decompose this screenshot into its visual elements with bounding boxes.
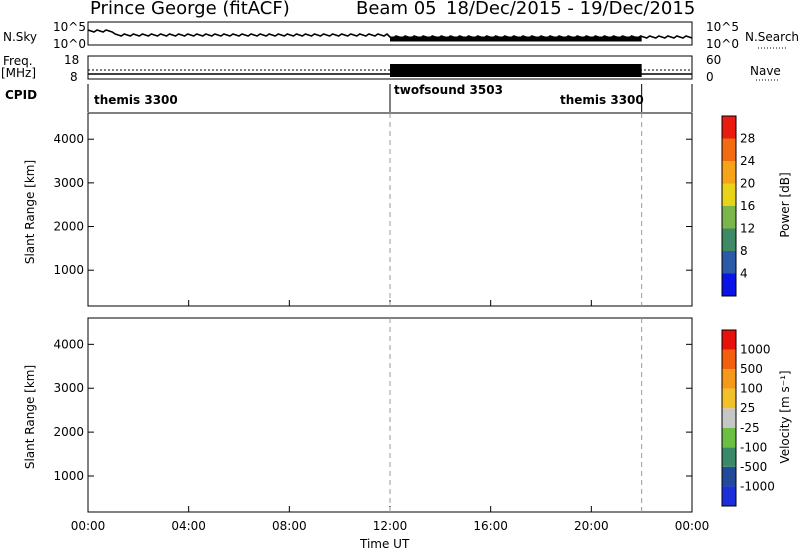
date-range: 18/Dec/2015 - 19/Dec/2015 (446, 0, 696, 19)
time-tick-label: 08:00 (272, 519, 307, 533)
beam-label: Beam 05 (356, 0, 437, 19)
velocity-colorbar-cell (722, 369, 736, 389)
velocity-colorbar-tick: -100 (740, 440, 767, 454)
velocity-panel-frame (87, 317, 693, 513)
power-ytick-label: 1000 (53, 263, 84, 277)
power-colorbar-cell (722, 116, 736, 139)
noise-left-tick-top: 10^5 (53, 20, 86, 34)
velocity-colorbar-cell (722, 427, 736, 448)
velocity-colorbar-tick: 500 (740, 362, 763, 376)
freq-left-tick-bottom: 8 (70, 70, 78, 84)
power-colorbar-tick: 28 (740, 132, 755, 146)
power-panel-frame (87, 112, 693, 307)
power-ylabel: Slant Range [km] (23, 159, 37, 265)
velocity-colorbar-frame (721, 329, 737, 507)
cpid-segment-1: themis 3300 (94, 93, 178, 107)
velocity-colorbar-tick: 100 (740, 382, 763, 396)
time-tick-label: 12:00 (373, 519, 408, 533)
cpid-label: CPID (5, 88, 38, 102)
velocity-colorbar-tick: 25 (740, 401, 755, 415)
power-colorbar-tick: 8 (740, 244, 748, 258)
power-colorbar-cell (722, 273, 736, 296)
power-colorbar-cell (722, 206, 736, 229)
velocity-colorbar-tick: -25 (740, 421, 760, 435)
velocity-ylabel: Slant Range [km] (23, 364, 37, 470)
velocity-ytick-label: 1000 (53, 469, 84, 483)
velocity-colorbar-cell (722, 349, 736, 370)
power-ytick-label: 2000 (53, 220, 84, 234)
power-ytick-label: 3000 (53, 176, 84, 190)
velocity-colorbar-tick: -500 (740, 460, 767, 474)
power-colorbar-cell (722, 138, 736, 161)
time-tick-label: 00:00 (71, 519, 106, 533)
power-colorbar-cell (722, 183, 736, 206)
time-tick-label: 16:00 (473, 519, 508, 533)
frequency-panel-frame (87, 55, 693, 80)
velocity-ytick-label: 2000 (53, 425, 84, 439)
velocity-colorbar-tick: -1000 (740, 479, 775, 493)
power-colorbar-tick: 12 (740, 222, 755, 236)
station-title: Prince George (fitACF) (90, 0, 290, 19)
noise-left-tick-bottom: 10^0 (53, 37, 86, 51)
power-colorbar-cell (722, 251, 736, 274)
noise-right-tick-bottom: 10^0 (706, 37, 739, 51)
power-colorbar-tick: 4 (740, 267, 748, 281)
freq-unit-label: [MHz] (1, 66, 37, 80)
freq-label: Freq. (3, 54, 33, 68)
time-tick-label: 20:00 (574, 519, 609, 533)
nsearch-label: N.Search (745, 30, 800, 44)
nave-label: Nave (750, 64, 781, 78)
velocity-colorbar-tick: 1000 (740, 343, 771, 357)
freq-dense-band (390, 64, 642, 77)
velocity-colorbar-cell (722, 466, 736, 487)
nsky-label: N.Sky (3, 30, 38, 44)
power-colorbar-cell (722, 228, 736, 251)
velocity-ytick-label: 3000 (53, 381, 84, 395)
time-tick-label: 04:00 (171, 519, 206, 533)
velocity-colorbar-cell (722, 388, 736, 409)
power-colorbar-tick: 24 (740, 154, 755, 168)
velocity-colorbar-label: Velocity [m s⁻¹] (778, 370, 792, 464)
velocity-colorbar-cell (722, 408, 736, 428)
velocity-colorbar-cell (722, 447, 736, 467)
freq-right-tick-top: 60 (706, 53, 722, 67)
power-colorbar-frame (721, 115, 737, 297)
cpid-segment-2: twofsound 3503 (394, 83, 503, 97)
noise-right-tick-top: 10^5 (706, 20, 739, 34)
power-colorbar-cell (722, 161, 736, 184)
power-colorbar-tick: 20 (740, 177, 755, 191)
velocity-colorbar-cell (722, 486, 736, 506)
velocity-colorbar-cell (722, 330, 736, 350)
velocity-ytick-label: 4000 (53, 337, 84, 351)
time-axis-label: Time UT (360, 537, 410, 551)
power-colorbar-tick: 16 (740, 199, 755, 213)
power-colorbar-label: Power [dB] (778, 172, 792, 238)
power-ytick-label: 4000 (53, 132, 84, 146)
noise-panel-frame (87, 21, 693, 46)
freq-right-tick-bottom: 0 (706, 70, 714, 84)
freq-left-tick-top: 18 (64, 53, 80, 67)
cpid-segment-3: themis 3300 (560, 93, 644, 107)
time-tick-label: 00:00 (675, 519, 710, 533)
